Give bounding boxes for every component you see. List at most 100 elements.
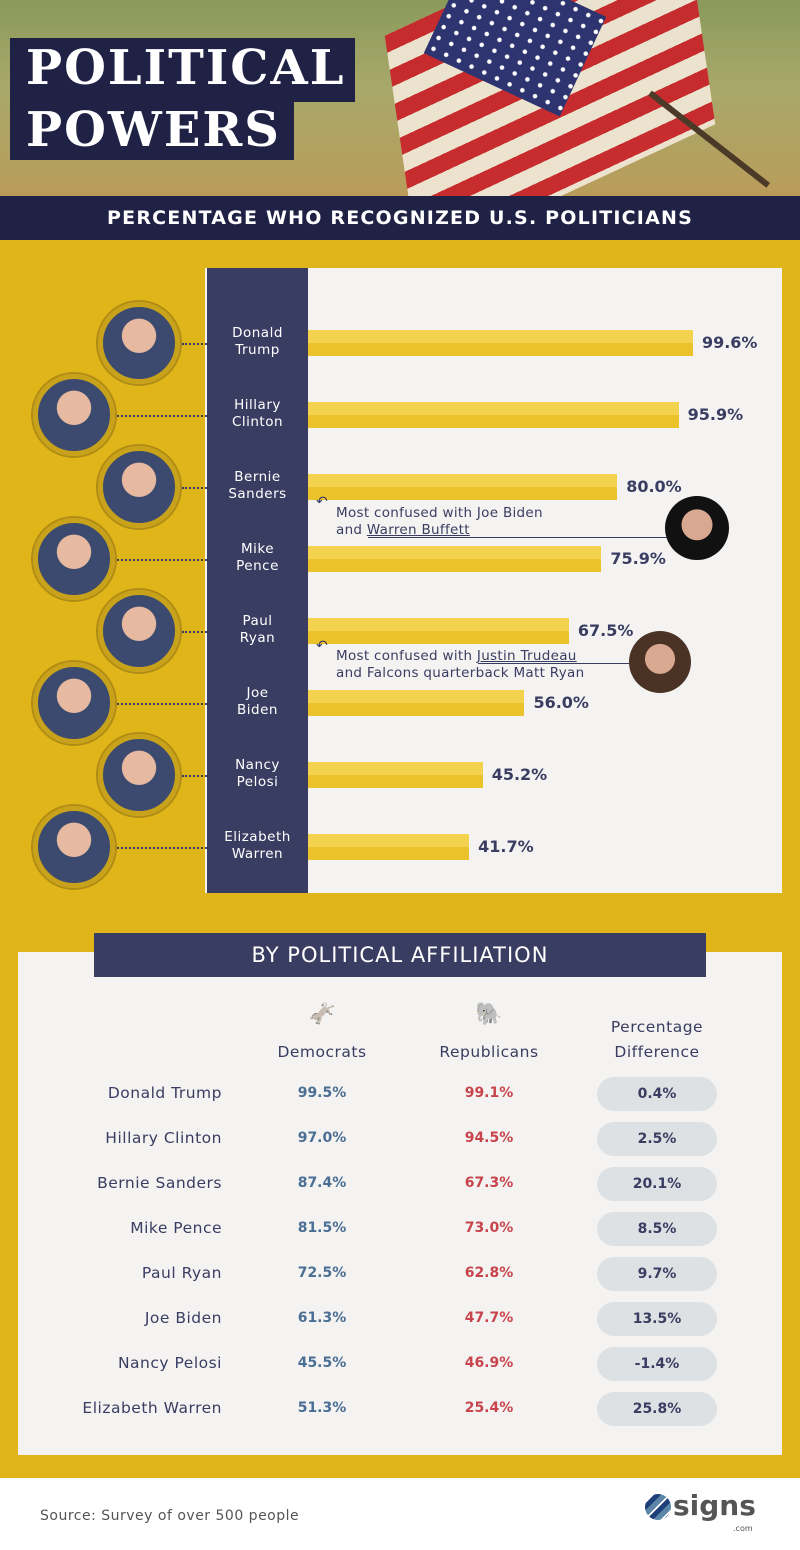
col-difference: Percentage Difference: [587, 1015, 727, 1065]
bar-label-line: Nancy: [235, 757, 280, 773]
bar-label: Paul Ryan: [207, 613, 308, 647]
dotted-connector: [117, 847, 207, 849]
bar-label: Mike Pence: [207, 541, 308, 575]
difference-pill: 8.5%: [597, 1212, 717, 1246]
bar-label: Joe Biden: [207, 685, 308, 719]
bar-label-line: Ryan: [239, 630, 276, 646]
bar-label-line: Mike: [240, 541, 275, 557]
page-title-line2: POWERS: [26, 102, 281, 158]
footer: Source: Survey of over 500 people signs …: [0, 1478, 800, 1550]
politician-photo: [98, 302, 180, 384]
col-democrats: Democrats: [277, 1043, 367, 1061]
bar-label-line: Biden: [237, 702, 278, 718]
dem-value: 81.5%: [297, 1220, 347, 1236]
politician-photo: [33, 662, 115, 744]
dem-value: 61.3%: [297, 1310, 347, 1326]
rep-value: 62.8%: [464, 1265, 514, 1281]
bar: [308, 330, 693, 356]
bar-label-line: Sanders: [228, 486, 287, 502]
bar-label-line: Joe: [246, 685, 269, 701]
dem-value: 87.4%: [297, 1175, 347, 1191]
label-column: [207, 268, 308, 893]
difference-pill: 25.8%: [597, 1392, 717, 1426]
annotation-text: Most confused with: [336, 648, 477, 664]
politician-photo: [33, 806, 115, 888]
chart-subtitle: PERCENTAGE WHO RECOGNIZED U.S. POLITICIA…: [0, 196, 800, 240]
signs-logo: signs: [645, 1490, 756, 1522]
row-name: Donald Trump: [107, 1084, 222, 1102]
annotation-link: Warren Buffett: [366, 522, 470, 538]
dem-value: 45.5%: [297, 1355, 347, 1371]
page-title-line1: POLITICAL: [26, 40, 346, 96]
rep-value: 99.1%: [464, 1085, 514, 1101]
annotation-text: Most confused with Joe Biden: [336, 505, 543, 521]
bar-label-line: Paul: [242, 613, 273, 629]
donkey-icon: 🫏: [308, 1002, 336, 1027]
logo-sub: .com: [733, 1524, 753, 1533]
bar-value-label: 99.6%: [701, 333, 758, 352]
bar: [308, 834, 470, 860]
dem-value: 97.0%: [297, 1130, 347, 1146]
bar-label: Nancy Pelosi: [207, 757, 308, 791]
dem-value: 72.5%: [297, 1265, 347, 1281]
bar-value-label: 45.2%: [491, 765, 548, 784]
row-name: Hillary Clinton: [105, 1129, 222, 1147]
title-bg: [10, 38, 355, 102]
bar-value-label: 67.5%: [577, 621, 634, 640]
difference-pill: -1.4%: [597, 1347, 717, 1381]
bar-value-label: 80.0%: [626, 477, 682, 496]
bar: [308, 474, 618, 500]
bar-label: Elizabeth Warren: [207, 829, 308, 863]
politician-photo: [33, 374, 115, 456]
rep-value: 94.5%: [464, 1130, 514, 1146]
col-republicans: Republicans: [439, 1043, 539, 1061]
annotation-line: [478, 663, 630, 664]
title-bg: [10, 102, 294, 160]
row-name: Joe Biden: [144, 1309, 222, 1327]
curved-arrow-icon: ↶: [316, 494, 328, 510]
bar: [308, 690, 525, 716]
bar-label-line: Elizabeth: [224, 829, 291, 845]
logo-text: signs: [673, 1489, 756, 1522]
dotted-connector: [182, 343, 207, 345]
annotation-line: [368, 537, 668, 538]
dotted-connector: [117, 415, 207, 417]
bar-value-label: 41.7%: [478, 837, 534, 856]
difference-pill: 0.4%: [597, 1077, 717, 1111]
difference-pill: 13.5%: [597, 1302, 717, 1336]
elephant-icon: 🐘: [475, 1002, 503, 1027]
rep-value: 25.4%: [464, 1400, 514, 1416]
curved-arrow-icon: ↶: [316, 638, 328, 654]
politician-photo: [98, 446, 180, 528]
justin-trudeau-photo: [629, 631, 691, 693]
bar-label-line: Donald: [232, 325, 283, 341]
dem-value: 51.3%: [297, 1400, 347, 1416]
annotation-ryan: Most confused with Justin Trudeau and Fa…: [336, 648, 584, 682]
bar-label: Hillary Clinton: [207, 397, 308, 431]
annotation-sanders: Most confused with Joe Biden and Warren …: [336, 505, 543, 539]
dotted-connector: [117, 559, 207, 561]
politician-photo: [33, 518, 115, 600]
bar: [308, 402, 679, 428]
bar-label-line: Pelosi: [236, 774, 279, 790]
rep-value: 47.7%: [464, 1310, 514, 1326]
row-name: Nancy Pelosi: [117, 1354, 222, 1372]
annotation-text: and Falcons quarterback Matt Ryan: [336, 665, 585, 681]
bar-label: Bernie Sanders: [207, 469, 308, 503]
difference-pill: 9.7%: [597, 1257, 717, 1291]
politician-photo: [98, 734, 180, 816]
rep-value: 67.3%: [464, 1175, 514, 1191]
row-name: Bernie Sanders: [97, 1174, 222, 1192]
affiliation-title: BY POLITICAL AFFILIATION: [94, 933, 706, 977]
bar-label-line: Hillary: [234, 397, 281, 413]
bar-label-line: Warren: [231, 846, 284, 862]
dotted-connector: [182, 631, 207, 633]
bar-value-label: 95.9%: [687, 405, 744, 424]
col-difference-line1: Percentage: [610, 1018, 704, 1036]
bar: [308, 546, 602, 572]
row-name: Elizabeth Warren: [82, 1399, 222, 1417]
dotted-connector: [182, 487, 207, 489]
col-difference-line2: Difference: [614, 1043, 700, 1061]
row-name: Paul Ryan: [141, 1264, 222, 1282]
bar-value-label: 75.9%: [610, 549, 666, 568]
